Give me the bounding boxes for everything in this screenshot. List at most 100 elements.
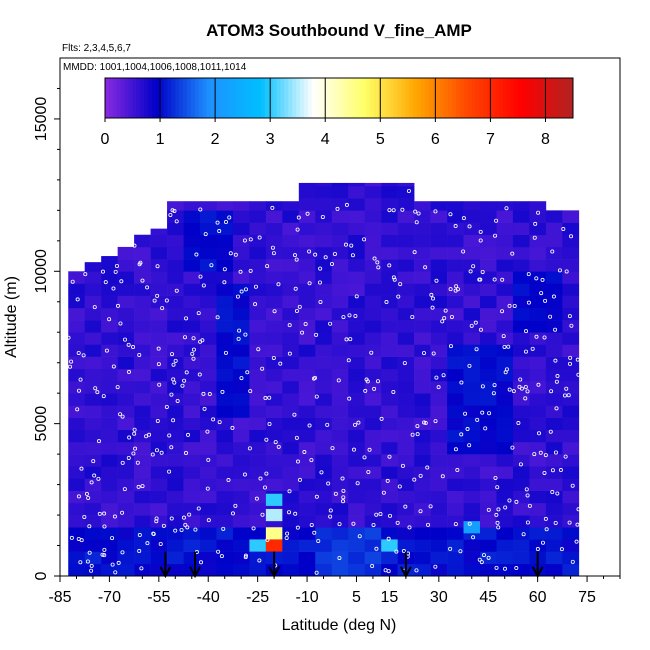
heatmap-cell (200, 295, 217, 309)
sample-point (337, 555, 342, 560)
sample-point (317, 280, 322, 285)
sample-point (76, 494, 81, 499)
heatmap-cell (298, 344, 316, 357)
sample-point (160, 306, 165, 311)
sample-point (237, 328, 242, 333)
heatmap-cell (512, 551, 530, 565)
sample-point (544, 527, 549, 532)
heatmap-cell (265, 368, 283, 382)
heatmap-cell (463, 478, 481, 491)
sample-point (221, 526, 226, 531)
sample-point (107, 317, 112, 322)
sample-point (116, 560, 121, 565)
heatmap-cell (232, 502, 250, 516)
sample-point (433, 564, 438, 569)
heatmap-cell (282, 201, 300, 211)
colorbar-segment (409, 78, 414, 118)
sample-point (87, 524, 92, 529)
colorbar-segment (206, 78, 211, 118)
sample-point (137, 533, 142, 538)
sample-point (164, 404, 169, 409)
sample-point (467, 521, 472, 526)
sample-point (351, 447, 356, 452)
heatmap-cell (232, 380, 250, 394)
sample-point (78, 377, 83, 382)
colorbar-segment (225, 78, 231, 118)
sample-point (448, 546, 453, 551)
heatmap-cell (529, 307, 547, 321)
sample-point (478, 277, 483, 282)
heatmap-cell (282, 283, 300, 296)
sample-point (147, 432, 152, 437)
heatmap-cell (183, 454, 201, 467)
colorbar-segment (257, 78, 262, 118)
sample-point (523, 396, 528, 401)
sample-point (521, 532, 526, 537)
colorbar-segment (159, 78, 164, 118)
heatmap-cell (529, 441, 547, 455)
heatmap-cell (265, 344, 283, 357)
sample-point (183, 451, 188, 456)
heatmap-cell (315, 210, 333, 223)
heatmap-cell (348, 527, 366, 540)
heatmap-cell (298, 368, 316, 382)
heatmap-cell (545, 222, 563, 236)
heatmap-cell (331, 502, 349, 516)
heatmap-cell (381, 502, 398, 516)
heatmap-cell (430, 332, 448, 345)
heatmap-cell (200, 466, 217, 479)
heatmap-cell (430, 551, 448, 565)
heatmap-cell (84, 551, 102, 565)
colorbar-segment (565, 78, 570, 118)
heatmap-cell (232, 527, 250, 540)
heatmap-cell (150, 527, 168, 540)
heatmap-cell (529, 356, 547, 370)
sample-point (309, 458, 314, 463)
heatmap-cell (68, 454, 86, 467)
heatmap-cell (545, 234, 563, 248)
heatmap-cell (447, 307, 464, 321)
sample-point (267, 421, 272, 426)
heatmap-cell (562, 344, 580, 357)
heatmap-cell (216, 344, 234, 357)
heatmap-cell (150, 307, 168, 321)
heatmap-cell (232, 222, 250, 236)
sample-point (205, 486, 210, 491)
sample-point (340, 476, 345, 481)
sample-point (169, 392, 174, 397)
heatmap-cell (101, 539, 118, 552)
heatmap-cell (545, 283, 563, 296)
heatmap-cell (315, 271, 333, 284)
sample-point (454, 284, 459, 289)
colorbar-segment (459, 78, 465, 118)
heatmap-cell (216, 307, 234, 321)
heatmap-cell (282, 417, 300, 431)
heatmap-cell (348, 259, 366, 272)
colorbar-segment (237, 78, 242, 118)
heatmap-cell (414, 454, 431, 467)
heatmap-cell (84, 332, 102, 345)
sample-point (86, 495, 91, 500)
sample-point (341, 495, 346, 500)
heatmap-cell-high (265, 508, 283, 522)
heatmap-cell (282, 332, 300, 345)
sample-point (174, 288, 179, 293)
sample-point (110, 562, 115, 567)
heatmap-cell (348, 405, 366, 418)
colorbar-segment (292, 78, 297, 118)
heatmap-cell (134, 429, 151, 443)
heatmap-cell (249, 454, 267, 467)
heatmap-cell (101, 551, 118, 565)
heatmap-cell (134, 466, 151, 479)
sample-point (391, 275, 396, 280)
heatmap-cell (545, 246, 563, 260)
y-tick-label: 0 (33, 571, 50, 580)
heatmap-cell (298, 417, 316, 431)
sample-point (561, 227, 566, 232)
sample-point (122, 487, 127, 492)
heatmap-cell (150, 295, 168, 309)
heatmap-cell (562, 332, 580, 345)
heatmap-cell (397, 182, 415, 187)
sample-point (158, 542, 163, 547)
